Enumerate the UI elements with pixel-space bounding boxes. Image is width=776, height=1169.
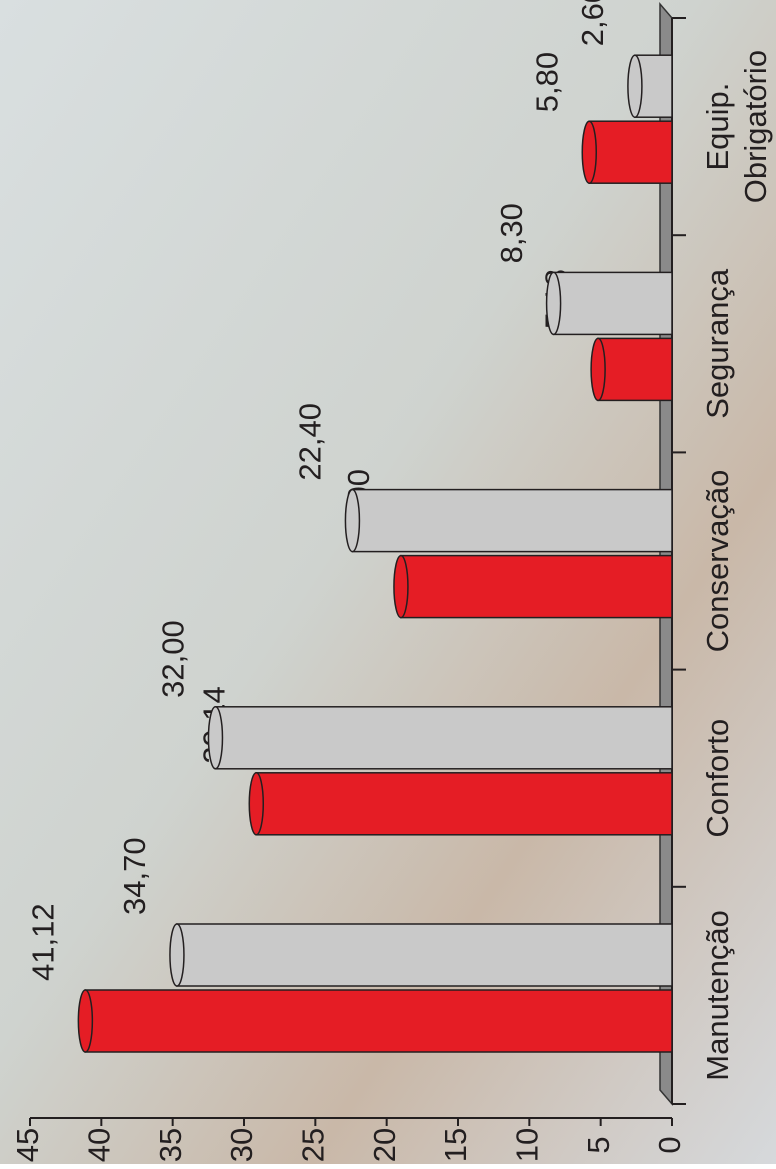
bar xyxy=(256,773,672,835)
y-tick-label: 20 xyxy=(367,1128,402,1162)
value-label: 32,00 xyxy=(156,620,191,698)
bar-cap xyxy=(394,556,408,618)
y-tick-label: 40 xyxy=(82,1128,117,1162)
value-label: 41,12 xyxy=(26,903,61,981)
value-label: 8,30 xyxy=(494,203,529,263)
x-tick-label: Manutenção xyxy=(700,910,735,1081)
y-tick-label: 0 xyxy=(652,1136,687,1153)
value-label: 5,80 xyxy=(529,52,564,112)
y-tick-label: 30 xyxy=(224,1128,259,1162)
y-tick-label: 15 xyxy=(438,1128,473,1162)
bar-cap xyxy=(582,121,596,183)
y-tick-label: 10 xyxy=(510,1128,545,1162)
bar xyxy=(554,272,672,334)
bar-cap xyxy=(591,338,605,400)
bar xyxy=(401,556,672,618)
value-label: 2,60 xyxy=(575,0,610,46)
bar xyxy=(215,707,672,769)
x-tick-label: Conforto xyxy=(700,719,735,838)
bar-cap xyxy=(249,773,263,835)
bar xyxy=(85,990,672,1052)
value-label: 34,70 xyxy=(117,837,152,915)
chart: 0 5 10 15 20 25 30 35 40 45 Manutenção 41,12 34,70 Co… xyxy=(0,0,776,1164)
bar xyxy=(352,490,672,552)
y-tick-label: 25 xyxy=(296,1128,331,1162)
value-label: 22,40 xyxy=(293,403,328,481)
y-tick-label: 5 xyxy=(581,1136,616,1153)
x-tick-label: Segurança xyxy=(700,268,735,419)
bar-cap xyxy=(628,55,642,117)
bar-cap xyxy=(78,990,92,1052)
bar xyxy=(177,924,672,986)
bar-cap xyxy=(345,490,359,552)
y-tick-label: 35 xyxy=(153,1128,188,1162)
bar-cap xyxy=(170,924,184,986)
y-tick-label: 45 xyxy=(10,1128,45,1162)
bar-cap xyxy=(208,707,222,769)
bar xyxy=(589,121,672,183)
bar xyxy=(598,338,672,400)
bar-cap xyxy=(547,272,561,334)
x-tick-label: Conservação xyxy=(700,470,735,653)
